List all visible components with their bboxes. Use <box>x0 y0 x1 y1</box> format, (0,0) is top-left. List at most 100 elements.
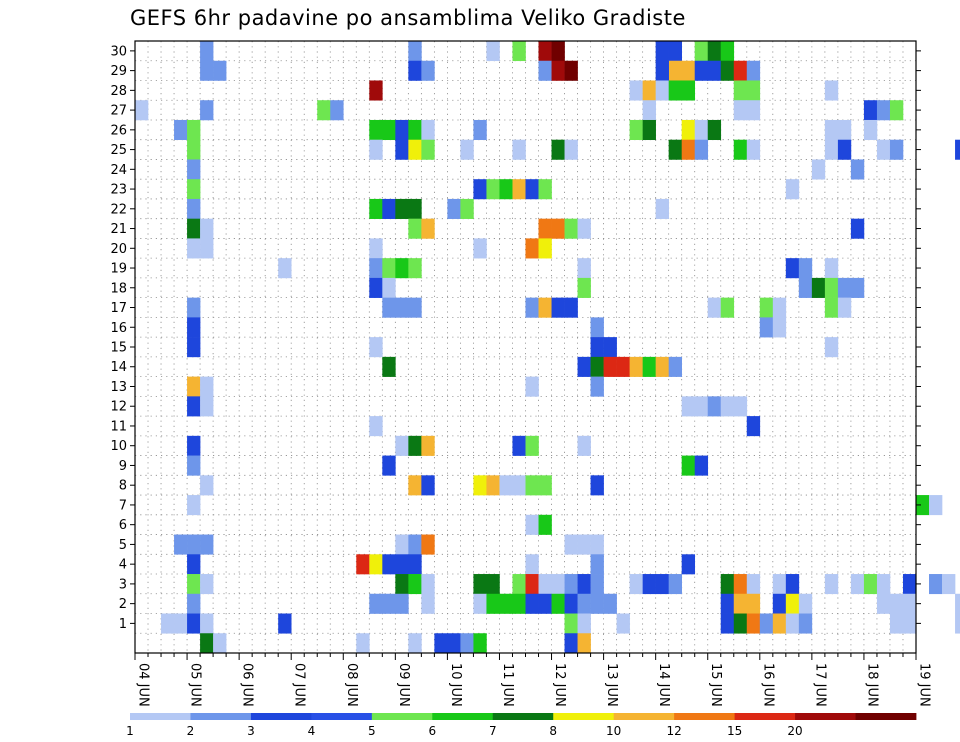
heatmap-cell <box>850 574 865 595</box>
heatmap-cell <box>603 356 617 377</box>
heatmap-cell <box>577 613 591 634</box>
heatmap-cell <box>499 179 513 200</box>
heatmap-cell <box>395 139 409 160</box>
heatmap-cell <box>707 297 722 318</box>
legend-swatch <box>492 713 554 720</box>
y-tick-label: 26 <box>110 123 127 138</box>
x-tick-label: 13 JUN <box>604 663 619 707</box>
heatmap-cell <box>837 139 852 160</box>
heatmap-cell <box>486 475 500 496</box>
legend-swatch <box>734 713 796 720</box>
y-tick-label: 11 <box>110 419 127 434</box>
heatmap-cell <box>200 396 214 417</box>
heatmap-cell <box>733 139 748 160</box>
legend-swatch <box>674 713 736 720</box>
heatmap-cell <box>356 554 370 575</box>
heatmap-cell <box>577 593 591 614</box>
heatmap-cell <box>655 41 669 62</box>
y-tick-label: 6 <box>119 518 127 533</box>
heatmap-cell <box>187 337 201 358</box>
heatmap-cell <box>577 277 591 298</box>
heatmap-cell <box>720 396 735 417</box>
heatmap-cell <box>525 179 539 200</box>
y-tick-label: 16 <box>110 321 127 336</box>
heatmap-cell <box>642 356 656 377</box>
heatmap-cell <box>486 593 500 614</box>
heatmap-cell <box>603 337 617 358</box>
heatmap-cell <box>590 475 604 496</box>
heatmap-cell <box>538 593 552 614</box>
heatmap-cell <box>200 574 214 595</box>
heatmap-cell <box>642 119 656 141</box>
heatmap-cell <box>746 416 761 437</box>
heatmap-cell <box>916 495 930 516</box>
y-tick-label: 14 <box>110 360 127 375</box>
x-axis-labels: 04 JUN 05 JUN 06 JUN 07 JUN 08 JUN 09 JUN 10 J… <box>136 663 932 707</box>
heatmap-cell <box>187 376 201 397</box>
heatmap-cell <box>837 277 852 298</box>
heatmap-cell <box>694 41 709 62</box>
heatmap-cell <box>499 593 513 614</box>
heatmap-cell <box>668 41 682 62</box>
heatmap-cell <box>590 534 604 555</box>
y-tick-label: 9 <box>119 459 127 474</box>
heatmap-cell <box>655 574 669 595</box>
heatmap-cell <box>460 198 474 219</box>
heatmap-cell <box>733 396 748 417</box>
heatmap-cell <box>824 574 839 595</box>
heatmap-cell <box>720 297 735 318</box>
heatmap-cell <box>187 435 201 456</box>
heatmap-cell <box>785 258 800 279</box>
y-axis-labels: 1234567891011121314151617181920212223242… <box>110 44 127 632</box>
heatmap-cell <box>187 613 201 634</box>
heatmap-cell <box>824 80 839 101</box>
heatmap-cell <box>369 139 383 160</box>
y-tick-label: 17 <box>110 301 127 316</box>
x-tick-label: 04 JUN <box>136 663 151 707</box>
heatmap-cell <box>681 119 696 141</box>
heatmap-cell <box>785 593 800 614</box>
heatmap-cell <box>551 574 565 595</box>
heatmap-cell <box>824 139 839 160</box>
legend-swatch <box>311 713 373 720</box>
y-tick-label: 19 <box>110 262 127 277</box>
heatmap-cell <box>733 80 748 101</box>
heatmap-cell <box>200 41 214 62</box>
heatmap-cell <box>655 60 669 81</box>
heatmap-cell <box>187 238 201 259</box>
heatmap-cell <box>746 139 761 160</box>
heatmap-cell <box>889 139 904 160</box>
heatmap-cell <box>369 554 383 575</box>
heatmap-cell <box>876 574 891 595</box>
legend-label: 15 <box>727 724 742 738</box>
heatmap-cell <box>798 258 813 279</box>
heatmap-cell <box>525 514 539 535</box>
heatmap-cell <box>668 574 682 595</box>
heatmap-cell <box>408 218 422 239</box>
heatmap-cell <box>174 534 188 555</box>
heatmap-cell <box>577 258 591 279</box>
heatmap-cell <box>369 258 383 279</box>
heatmap-cell <box>200 475 214 496</box>
heatmap-cell <box>395 119 409 141</box>
legend-swatch <box>432 713 494 720</box>
heatmap-cell <box>746 574 761 595</box>
heatmap-cell <box>590 376 604 397</box>
heatmap-cell <box>395 198 409 219</box>
heatmap-cell <box>942 574 956 595</box>
heatmap-cell <box>486 41 500 62</box>
heatmap-cell <box>408 258 422 279</box>
heatmap-cell <box>746 613 761 634</box>
heatmap-cell <box>811 277 826 298</box>
y-tick-label: 24 <box>110 163 127 178</box>
heatmap-cell <box>681 60 696 81</box>
heatmap-cell <box>876 593 891 614</box>
y-tick-label: 28 <box>110 84 127 99</box>
heatmap-cell <box>408 574 422 595</box>
heatmap-cell <box>200 376 214 397</box>
heatmap-cell <box>955 613 960 634</box>
heatmap-cell <box>382 277 396 298</box>
heatmap-cell <box>200 633 214 654</box>
heatmap-cell <box>837 119 852 141</box>
heatmap-cell <box>564 574 578 595</box>
